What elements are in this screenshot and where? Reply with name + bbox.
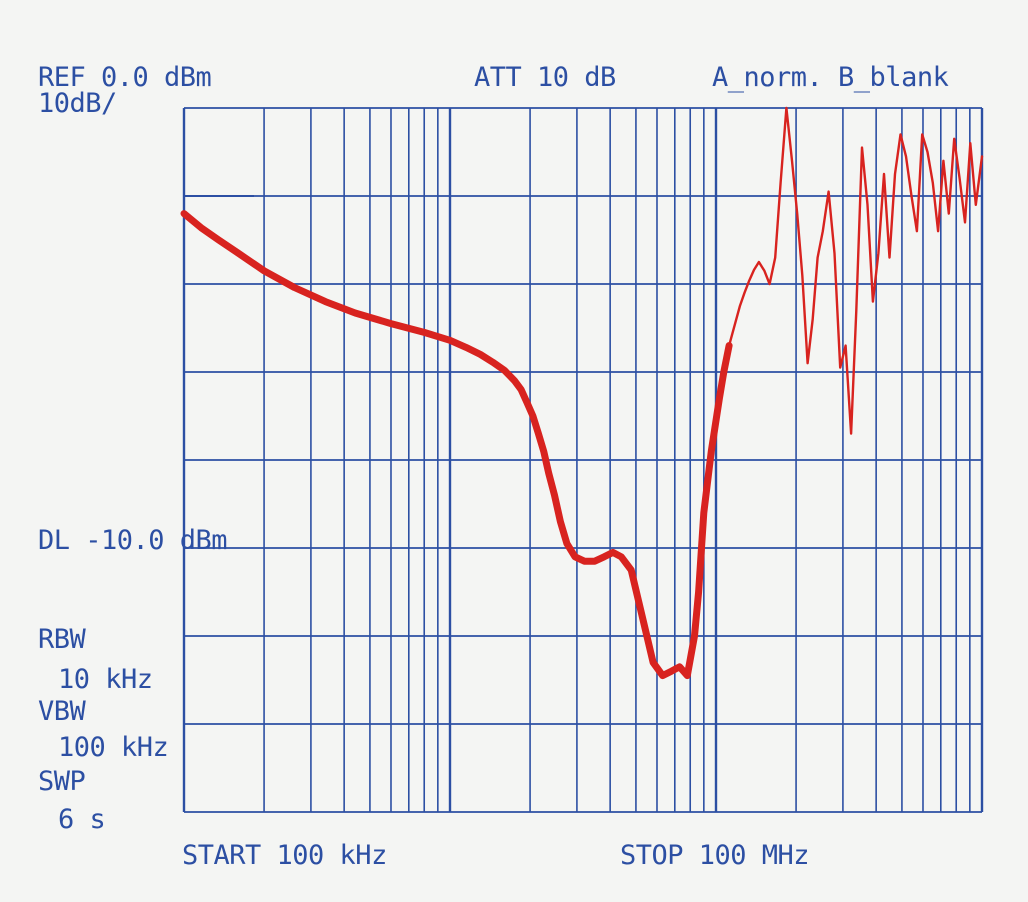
scale-label: 10dB/ xyxy=(38,88,117,119)
ref-level-label: REF 0.0 dBm xyxy=(38,62,212,93)
attenuation-label: ATT 10 dB xyxy=(474,62,616,93)
stop-frequency-label: STOP 100 MHz xyxy=(620,840,810,871)
rbw-label: RBW xyxy=(38,624,86,655)
start-frequency-label: START 100 kHz xyxy=(182,840,387,871)
swp-value: 6 s xyxy=(58,804,106,835)
trace-segment-high-frequency xyxy=(727,106,984,435)
rbw-value: 10 kHz xyxy=(58,664,153,695)
trace-mode-label: A_norm. B_blank xyxy=(712,62,949,93)
display-line-label: DL -10.0 dBm xyxy=(38,525,228,556)
trace-a xyxy=(180,106,984,680)
plot-grid xyxy=(182,107,984,813)
vbw-value: 100 kHz xyxy=(58,732,169,763)
trace-segment-low-frequency xyxy=(180,210,733,680)
swp-label: SWP xyxy=(38,766,86,797)
vbw-label: VBW xyxy=(38,696,86,727)
